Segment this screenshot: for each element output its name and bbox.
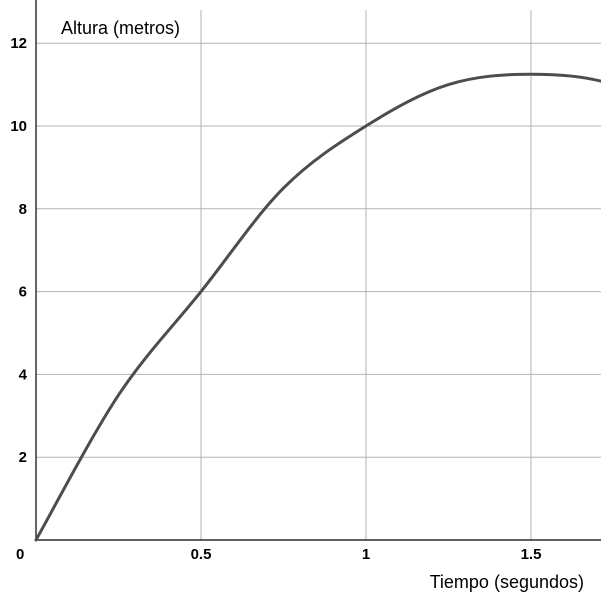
y-tick-label: 6 — [19, 284, 27, 301]
x-axis-title: Tiempo (segundos) — [430, 572, 584, 592]
y-tick-label: 10 — [10, 118, 27, 135]
y-tick-label: 2 — [19, 449, 27, 466]
grid — [36, 10, 601, 540]
x-tick-label: 1.5 — [521, 546, 542, 563]
origin-label: 0 — [16, 546, 24, 563]
y-tick-label: 12 — [10, 35, 27, 52]
tick-labels: 0.511.522.5324681012 — [10, 35, 542, 563]
series-group — [34, 72, 601, 542]
y-tick-label: 8 — [19, 201, 27, 218]
series-line-0 — [34, 72, 601, 542]
y-axis-title: Altura (metros) — [61, 18, 180, 38]
y-tick-label: 4 — [19, 366, 28, 383]
axes — [35, 0, 601, 541]
x-tick-label: 1 — [362, 546, 370, 563]
x-tick-label: 0.5 — [191, 546, 212, 563]
